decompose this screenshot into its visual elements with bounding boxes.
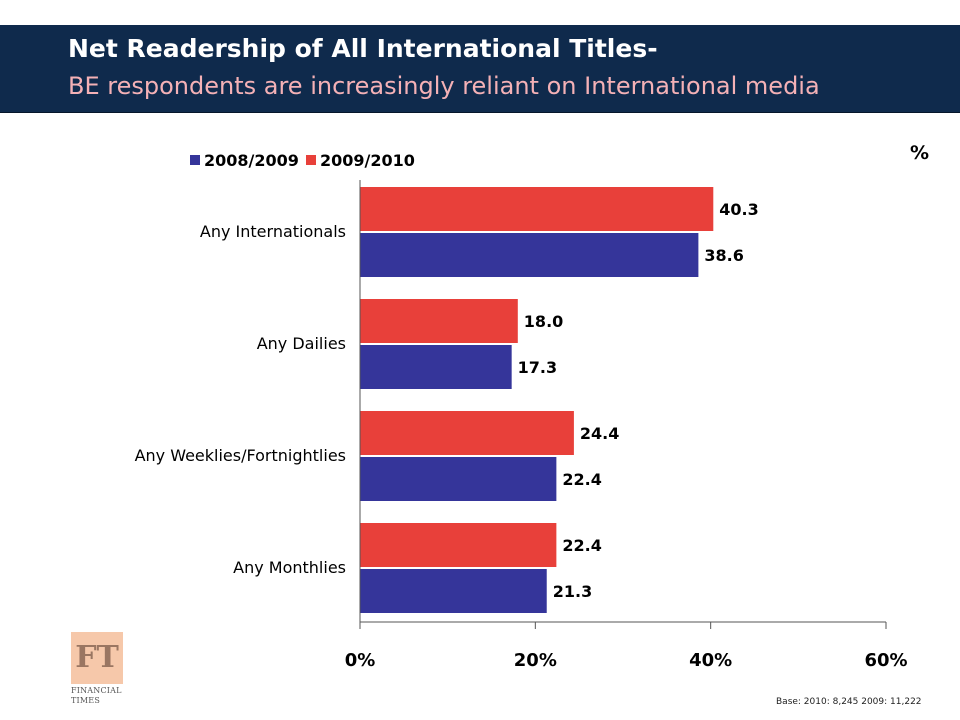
legend-swatch	[190, 155, 200, 165]
ft-logo-text: FINANCIAL TIMES	[71, 686, 122, 706]
page-title: Net Readership of All International Titl…	[68, 34, 658, 63]
value-label: 40.3	[719, 200, 758, 219]
legend: 2008/2009 2009/2010	[190, 151, 415, 170]
x-tick-label: 40%	[689, 650, 732, 671]
value-label: 22.4	[562, 536, 601, 555]
value-label: 17.3	[518, 358, 557, 377]
category-label: Any Weeklies/Fortnightlies	[135, 446, 346, 465]
bar-any-internationals-2009-2010	[360, 187, 714, 231]
value-label: 22.4	[562, 470, 601, 489]
legend-label: 2009/2010	[320, 151, 415, 170]
value-label: 38.6	[704, 246, 743, 265]
x-tick-label: 20%	[514, 650, 557, 671]
bar-any-internationals-2008-2009	[360, 233, 699, 277]
bars: 40.3 38.6 Any Internationals 18.0 17.3 Any Da…	[135, 187, 759, 613]
x-tick-label: 0%	[345, 650, 376, 671]
page-subtitle: BE respondents are increasingly reliant …	[68, 72, 820, 100]
x-axis: 0% 20% 40% 60%	[345, 180, 908, 671]
bar-any-dailies-2009-2010	[360, 299, 518, 343]
x-tick-label: 60%	[864, 650, 907, 671]
value-label: 18.0	[524, 312, 563, 331]
unit-label: %	[910, 142, 930, 164]
value-label: 21.3	[553, 582, 592, 601]
legend-swatch	[306, 155, 316, 165]
logo-name-line1: FINANCIAL	[71, 686, 122, 695]
category-label: Any Dailies	[257, 334, 346, 353]
value-label: 24.4	[580, 424, 619, 443]
header-banner	[0, 25, 960, 113]
bar-any-dailies-2008-2009	[360, 345, 512, 389]
legend-label: 2008/2009	[204, 151, 299, 170]
bar-any-weeklies-fortnightlies-2009-2010	[360, 411, 574, 455]
logo-name-line2: TIMES	[71, 696, 101, 705]
bar-any-weeklies-fortnightlies-2008-2009	[360, 457, 557, 501]
base-footnote: Base: 2010: 8,245 2009: 11,222	[776, 697, 922, 707]
category-label: Any Internationals	[200, 222, 346, 241]
bar-any-monthlies-2009-2010	[360, 523, 557, 567]
bar-any-monthlies-2008-2009	[360, 569, 547, 613]
category-label: Any Monthlies	[233, 558, 346, 577]
ft-logo: FT	[71, 632, 123, 684]
